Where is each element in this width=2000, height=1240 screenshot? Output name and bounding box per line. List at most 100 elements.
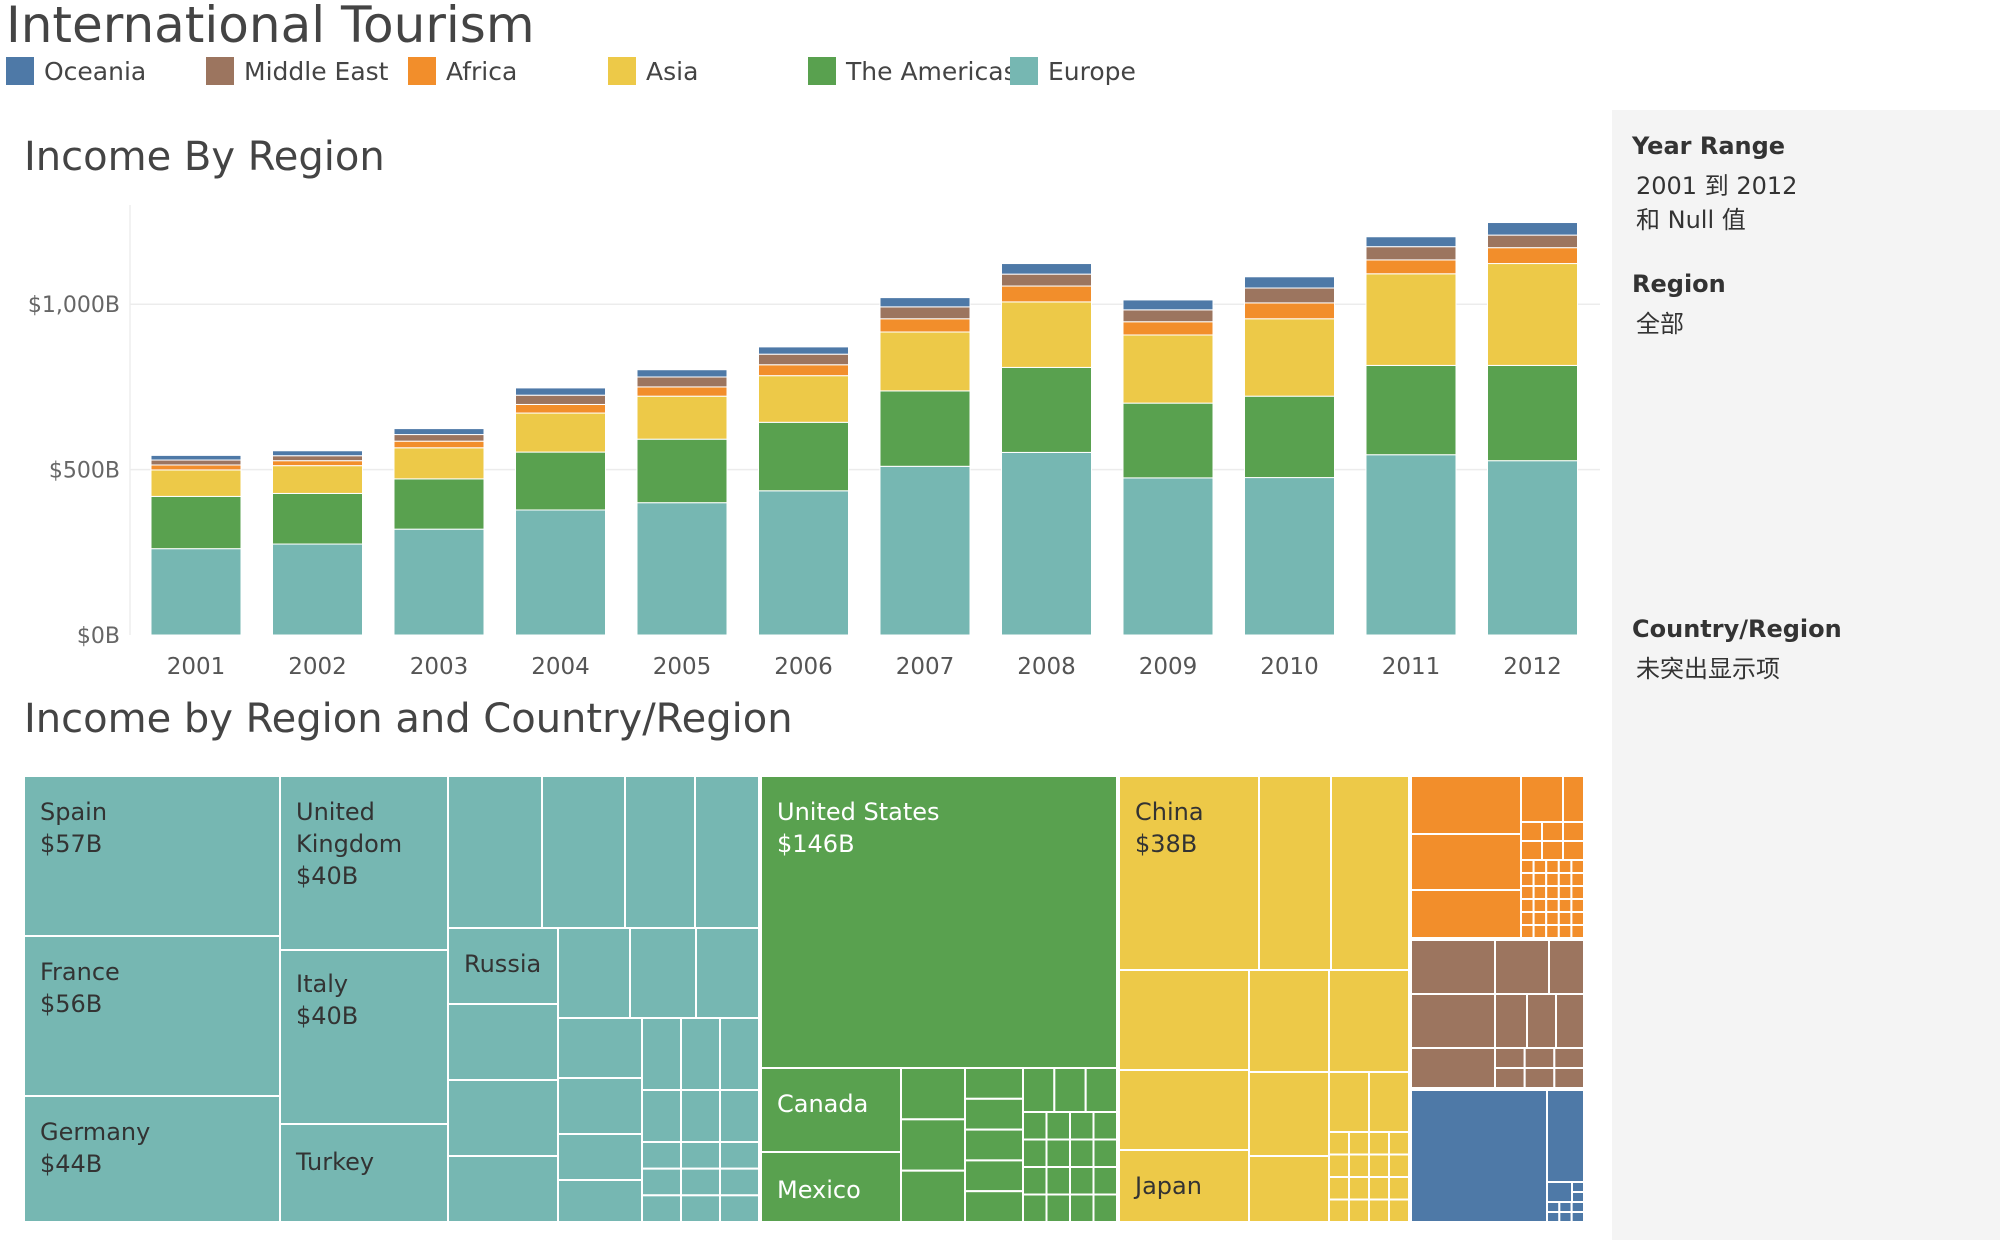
- treemap-cell-africa[interactable]: [1541, 821, 1564, 842]
- bar-segment-the-americas[interactable]: [879, 390, 971, 467]
- bar-segment-asia[interactable]: [272, 465, 363, 494]
- bar-segment-middle-east[interactable]: [758, 353, 849, 366]
- bar-segment-asia[interactable]: [636, 395, 728, 440]
- bar-segment-oceania[interactable]: [879, 297, 971, 308]
- treemap-cell-africa[interactable]: [1532, 859, 1548, 874]
- treemap-cell-africa[interactable]: [1570, 885, 1584, 900]
- treemap-cell-united-kingdom[interactable]: [279, 776, 449, 951]
- treemap-cell-turkey[interactable]: [279, 1123, 449, 1222]
- treemap-cell-the-americas[interactable]: [964, 1190, 1024, 1222]
- treemap-cell-asia[interactable]: [1248, 1155, 1330, 1222]
- bar-segment-africa[interactable]: [1487, 247, 1578, 265]
- treemap-cell-africa[interactable]: [1570, 924, 1584, 939]
- treemap-cell-oceania[interactable]: [1558, 1211, 1573, 1222]
- legend-item-asia[interactable]: Asia: [608, 55, 698, 87]
- bar-segment-oceania[interactable]: [1365, 236, 1457, 248]
- bar-segment-middle-east[interactable]: [1244, 287, 1335, 304]
- treemap-cell-the-americas[interactable]: [1022, 1111, 1048, 1141]
- bar-segment-africa[interactable]: [1001, 285, 1092, 303]
- region-filter-value[interactable]: 全部: [1636, 310, 1684, 338]
- treemap-cell-europe[interactable]: [641, 1089, 682, 1143]
- bar-segment-africa[interactable]: [1122, 321, 1214, 336]
- bar-segment-africa[interactable]: [879, 318, 971, 333]
- treemap-cell-africa[interactable]: [1545, 872, 1560, 887]
- treemap-cell-europe[interactable]: [629, 927, 697, 1019]
- treemap-cell-africa[interactable]: [1532, 885, 1548, 900]
- treemap-cell-oceania[interactable]: [1410, 1089, 1548, 1222]
- bar-segment-oceania[interactable]: [636, 369, 728, 378]
- bar-segment-the-americas[interactable]: [1001, 366, 1092, 453]
- treemap-cell-europe[interactable]: [447, 776, 543, 929]
- treemap-cell-middle-east[interactable]: [1555, 993, 1584, 1049]
- bar-segment-middle-east[interactable]: [150, 459, 242, 466]
- bar-segment-europe[interactable]: [758, 490, 849, 636]
- treemap-cell-the-americas[interactable]: [1092, 1193, 1118, 1223]
- legend-item-africa[interactable]: Africa: [408, 55, 517, 87]
- treemap-cell-the-americas[interactable]: [1069, 1166, 1095, 1196]
- treemap-cell-the-americas[interactable]: [964, 1159, 1024, 1193]
- treemap-cell-africa[interactable]: [1570, 911, 1584, 926]
- treemap-cell-middle-east[interactable]: [1548, 939, 1584, 995]
- treemap-cell-africa[interactable]: [1545, 859, 1560, 874]
- bar-segment-the-americas[interactable]: [1122, 402, 1214, 479]
- treemap-cell-asia[interactable]: [1258, 776, 1332, 971]
- treemap-cell-middle-east[interactable]: [1494, 1067, 1526, 1089]
- treemap-cell-africa[interactable]: [1520, 840, 1543, 861]
- treemap-cell-asia[interactable]: [1348, 1176, 1370, 1201]
- treemap-cell-asia[interactable]: [1368, 1198, 1390, 1223]
- bar-segment-asia[interactable]: [1487, 263, 1578, 366]
- bar-segment-asia[interactable]: [1244, 318, 1335, 397]
- treemap-cell-africa[interactable]: [1520, 911, 1535, 926]
- bar-segment-europe[interactable]: [1365, 454, 1457, 636]
- treemap-cell-europe[interactable]: [557, 1179, 643, 1222]
- treemap-cell-middle-east[interactable]: [1494, 939, 1550, 995]
- treemap-cell-the-americas[interactable]: [1022, 1166, 1048, 1196]
- treemap-cell-europe[interactable]: [680, 1089, 721, 1143]
- treemap-cell-europe[interactable]: [557, 927, 631, 1019]
- bar-segment-africa[interactable]: [272, 460, 363, 467]
- treemap-cell-africa[interactable]: [1532, 898, 1548, 913]
- bar-segment-oceania[interactable]: [1244, 276, 1335, 289]
- treemap-cell-middle-east[interactable]: [1410, 939, 1496, 995]
- treemap-cell-africa[interactable]: [1557, 872, 1573, 887]
- treemap-cell-asia[interactable]: [1328, 1176, 1350, 1201]
- treemap-cell-europe[interactable]: [447, 1003, 559, 1081]
- legend-item-the-americas[interactable]: The Americas: [808, 55, 1017, 87]
- treemap-cell-europe[interactable]: [719, 1194, 760, 1222]
- year-range-filter-value[interactable]: 2001 到 2012: [1636, 172, 1798, 200]
- treemap-cell-the-americas[interactable]: [1053, 1067, 1087, 1113]
- bar-segment-europe[interactable]: [1001, 451, 1092, 636]
- treemap-cell-africa[interactable]: [1557, 885, 1573, 900]
- bar-segment-africa[interactable]: [515, 403, 606, 414]
- bar-segment-middle-east[interactable]: [1487, 234, 1578, 249]
- treemap-cell-europe[interactable]: [680, 1141, 721, 1170]
- bar-segment-europe[interactable]: [1487, 460, 1578, 636]
- bar-segment-oceania[interactable]: [1122, 299, 1214, 311]
- bar-segment-europe[interactable]: [636, 502, 728, 636]
- treemap-cell-africa[interactable]: [1520, 898, 1535, 913]
- treemap-cell-asia[interactable]: [1328, 1071, 1370, 1133]
- treemap-cell-oceania[interactable]: [1546, 1181, 1573, 1203]
- treemap-cell-europe[interactable]: [719, 1167, 760, 1197]
- treemap-cell-africa[interactable]: [1570, 859, 1584, 874]
- treemap-cell-africa[interactable]: [1410, 776, 1522, 835]
- treemap-cell-asia[interactable]: [1368, 1153, 1390, 1178]
- treemap-cell-middle-east[interactable]: [1553, 1047, 1584, 1069]
- treemap-cell-middle-east[interactable]: [1410, 1047, 1496, 1089]
- treemap-cell-europe[interactable]: [695, 927, 760, 1019]
- treemap-cell-asia[interactable]: [1330, 776, 1410, 971]
- bar-segment-the-americas[interactable]: [1244, 395, 1335, 479]
- bar-segment-middle-east[interactable]: [1365, 246, 1457, 261]
- treemap-cell-europe[interactable]: [557, 1077, 643, 1135]
- treemap-cell-the-americas[interactable]: [1092, 1111, 1118, 1141]
- treemap-cell-oceania[interactable]: [1558, 1201, 1573, 1213]
- treemap-cell-asia[interactable]: [1348, 1153, 1370, 1178]
- bar-segment-asia[interactable]: [1365, 273, 1457, 366]
- treemap-cell-middle-east[interactable]: [1526, 993, 1557, 1049]
- bar-segment-africa[interactable]: [1365, 259, 1457, 275]
- bar-segment-asia[interactable]: [1122, 334, 1214, 404]
- treemap-cell-the-americas[interactable]: [1022, 1138, 1048, 1168]
- treemap-cell-europe[interactable]: [641, 1141, 682, 1170]
- year-range-filter-label[interactable]: Year Range: [1632, 132, 1786, 160]
- treemap-cell-africa[interactable]: [1520, 859, 1535, 874]
